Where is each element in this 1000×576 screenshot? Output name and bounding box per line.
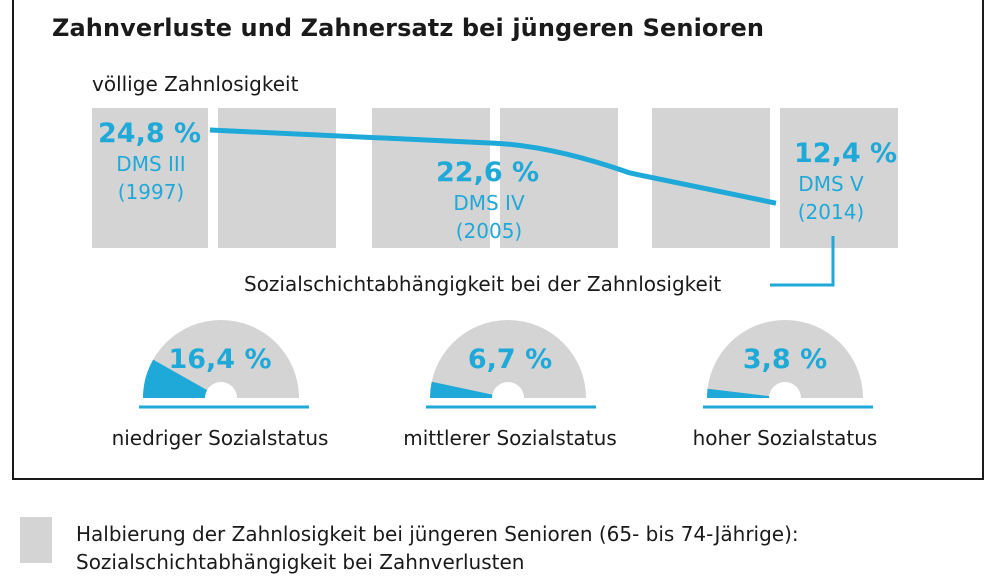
social-dependency-label: Sozialschichtabhängigkeit bei der Zahnlo… [244,272,722,296]
gauge-value-label: 6,7 % [467,344,553,375]
gauge-background [430,320,586,398]
trend-line [209,127,777,206]
point-value-label: 24,8 % [98,118,202,149]
point-study-label: DMS V [798,172,864,196]
background-box [780,108,898,248]
chart-svg [139,127,873,409]
chart-title: Zahnverluste und Zahnersatz bei jüngeren… [52,14,765,42]
line-chart-title: völlige Zahnlosigkeit [92,72,299,96]
point-year-label: (2005) [455,219,523,243]
gauges [139,320,873,409]
background-box [500,108,618,248]
gauge-value-label: 16,4 % [168,344,272,375]
point-study-label: DMS IV [453,191,525,215]
legend-line-1: Halbierung der Zahnlosigkeit bei jüngere… [76,522,799,546]
point-year-label: (1997) [117,180,185,204]
point-value-label: 22,6 % [436,157,540,188]
gauge-value-label: 3,8 % [742,344,828,375]
gauge-category-label: hoher Sozialstatus [692,426,878,450]
gauge-background [707,320,863,398]
point-year-label: (2014) [797,200,865,224]
point-value-label: 12,4 % [794,138,898,169]
background-box [652,108,770,248]
background-box [92,108,208,248]
gauge-category-label: niedriger Sozialstatus [111,426,329,450]
gauge-fill [430,381,493,398]
gauge-fill [143,359,208,398]
legend-line-2: Sozialschichtabhängigkeit bei Zahnverlus… [76,550,525,574]
chart-frame [12,0,984,480]
gauge-category-label: mittlerer Sozialstatus [403,426,617,450]
point-study-label: DMS III [116,152,186,176]
gauge-fill [707,388,770,398]
legend-text: Halbierung der Zahnlosigkeit bei jüngere… [76,520,799,576]
legend-swatch [20,517,52,563]
connector-line [770,236,835,287]
background-box [372,108,490,248]
